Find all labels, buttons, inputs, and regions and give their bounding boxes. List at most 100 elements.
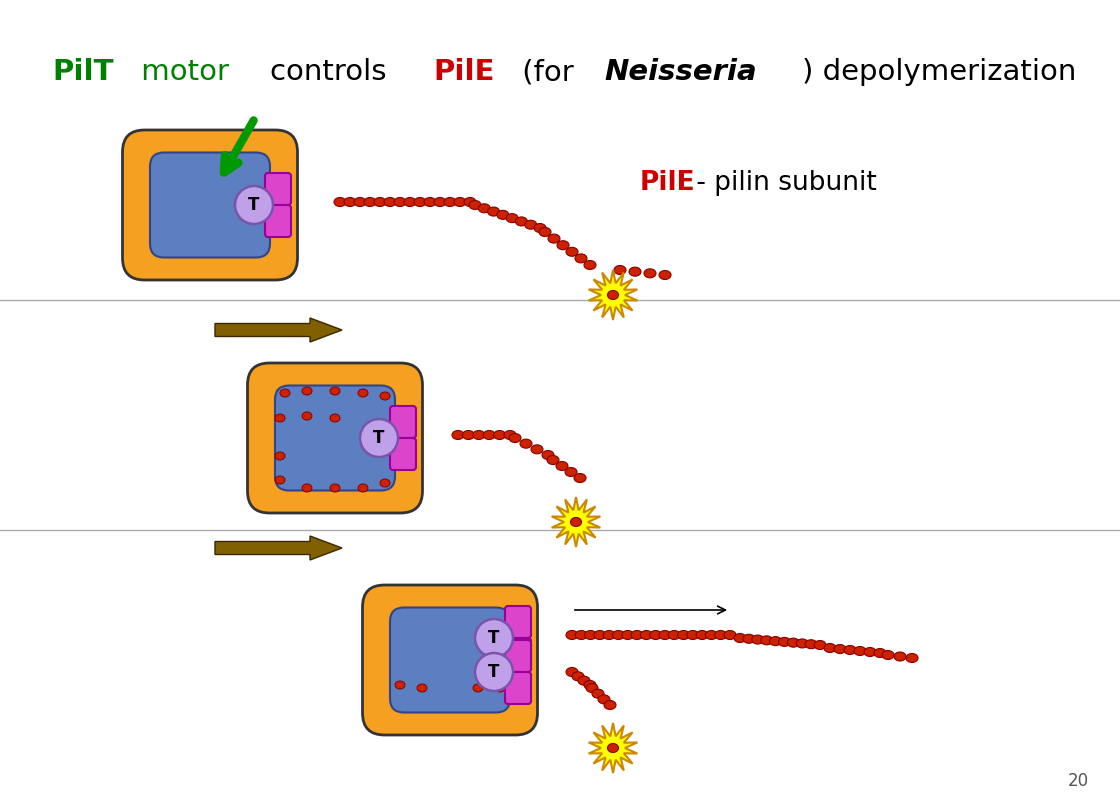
Text: T: T bbox=[373, 429, 384, 447]
Ellipse shape bbox=[906, 654, 918, 663]
FancyBboxPatch shape bbox=[505, 638, 531, 670]
Ellipse shape bbox=[454, 197, 466, 207]
Ellipse shape bbox=[508, 434, 521, 443]
Ellipse shape bbox=[302, 484, 312, 492]
Ellipse shape bbox=[497, 210, 508, 219]
Polygon shape bbox=[552, 497, 600, 547]
Ellipse shape bbox=[330, 484, 340, 492]
Ellipse shape bbox=[769, 637, 782, 646]
Polygon shape bbox=[215, 318, 342, 342]
Ellipse shape bbox=[778, 638, 791, 646]
Polygon shape bbox=[589, 723, 637, 773]
Ellipse shape bbox=[844, 646, 856, 654]
Ellipse shape bbox=[463, 431, 475, 440]
FancyBboxPatch shape bbox=[390, 406, 416, 438]
Ellipse shape bbox=[235, 186, 273, 224]
Ellipse shape bbox=[395, 681, 405, 689]
Ellipse shape bbox=[805, 640, 818, 649]
Ellipse shape bbox=[743, 634, 755, 643]
Ellipse shape bbox=[531, 445, 543, 454]
Ellipse shape bbox=[515, 217, 528, 226]
Ellipse shape bbox=[374, 197, 386, 207]
Ellipse shape bbox=[475, 619, 513, 657]
Ellipse shape bbox=[724, 630, 736, 639]
Text: T: T bbox=[249, 196, 260, 214]
Ellipse shape bbox=[678, 630, 690, 639]
Ellipse shape bbox=[520, 440, 532, 448]
Ellipse shape bbox=[280, 389, 290, 397]
Text: PilE: PilE bbox=[433, 58, 495, 86]
Ellipse shape bbox=[564, 468, 577, 477]
Ellipse shape bbox=[607, 291, 618, 300]
Ellipse shape bbox=[604, 630, 615, 639]
Ellipse shape bbox=[344, 197, 356, 207]
Ellipse shape bbox=[495, 684, 505, 692]
Text: T: T bbox=[488, 663, 500, 681]
Text: PilE: PilE bbox=[640, 170, 696, 196]
Ellipse shape bbox=[584, 680, 596, 689]
Ellipse shape bbox=[659, 630, 671, 639]
FancyBboxPatch shape bbox=[248, 363, 422, 513]
Ellipse shape bbox=[473, 431, 485, 440]
Ellipse shape bbox=[424, 197, 436, 207]
Ellipse shape bbox=[276, 476, 284, 484]
Ellipse shape bbox=[380, 392, 390, 400]
Ellipse shape bbox=[475, 653, 513, 691]
Ellipse shape bbox=[534, 224, 547, 233]
Ellipse shape bbox=[864, 647, 876, 656]
Ellipse shape bbox=[404, 197, 416, 207]
Ellipse shape bbox=[330, 414, 340, 422]
Ellipse shape bbox=[604, 701, 616, 709]
Ellipse shape bbox=[494, 431, 505, 440]
FancyBboxPatch shape bbox=[265, 173, 291, 205]
Ellipse shape bbox=[706, 630, 718, 639]
Polygon shape bbox=[215, 536, 342, 560]
Ellipse shape bbox=[566, 630, 578, 639]
FancyBboxPatch shape bbox=[505, 606, 531, 638]
Ellipse shape bbox=[473, 684, 483, 692]
Ellipse shape bbox=[414, 197, 426, 207]
FancyBboxPatch shape bbox=[505, 640, 531, 672]
Ellipse shape bbox=[598, 695, 610, 704]
Ellipse shape bbox=[573, 473, 586, 482]
Ellipse shape bbox=[607, 743, 618, 752]
Ellipse shape bbox=[444, 197, 456, 207]
Ellipse shape bbox=[883, 650, 894, 659]
Ellipse shape bbox=[556, 461, 568, 470]
Ellipse shape bbox=[585, 630, 597, 639]
Ellipse shape bbox=[452, 431, 464, 440]
Ellipse shape bbox=[834, 645, 846, 654]
Ellipse shape bbox=[539, 228, 551, 237]
Text: T: T bbox=[488, 629, 500, 647]
Ellipse shape bbox=[547, 456, 559, 465]
FancyBboxPatch shape bbox=[363, 585, 538, 735]
Ellipse shape bbox=[566, 247, 578, 256]
Ellipse shape bbox=[592, 689, 604, 698]
Polygon shape bbox=[589, 270, 637, 320]
Ellipse shape bbox=[752, 635, 764, 644]
Text: motor: motor bbox=[132, 58, 239, 86]
Ellipse shape bbox=[334, 197, 346, 207]
Ellipse shape bbox=[734, 633, 746, 642]
Ellipse shape bbox=[464, 197, 476, 207]
Ellipse shape bbox=[557, 241, 569, 250]
Ellipse shape bbox=[787, 638, 800, 647]
Ellipse shape bbox=[360, 419, 398, 457]
FancyBboxPatch shape bbox=[390, 608, 510, 713]
Ellipse shape bbox=[570, 517, 581, 527]
Ellipse shape bbox=[417, 684, 427, 692]
Ellipse shape bbox=[874, 649, 886, 658]
Ellipse shape bbox=[364, 197, 376, 207]
Ellipse shape bbox=[669, 630, 680, 639]
FancyBboxPatch shape bbox=[505, 672, 531, 704]
Ellipse shape bbox=[548, 234, 560, 243]
Ellipse shape bbox=[697, 630, 708, 639]
Ellipse shape bbox=[384, 197, 396, 207]
Text: PilT: PilT bbox=[52, 58, 113, 86]
Ellipse shape bbox=[613, 630, 625, 639]
Ellipse shape bbox=[380, 479, 390, 487]
Text: (for: (for bbox=[513, 58, 584, 86]
Ellipse shape bbox=[566, 667, 578, 676]
Ellipse shape bbox=[650, 630, 662, 639]
Ellipse shape bbox=[542, 451, 554, 460]
